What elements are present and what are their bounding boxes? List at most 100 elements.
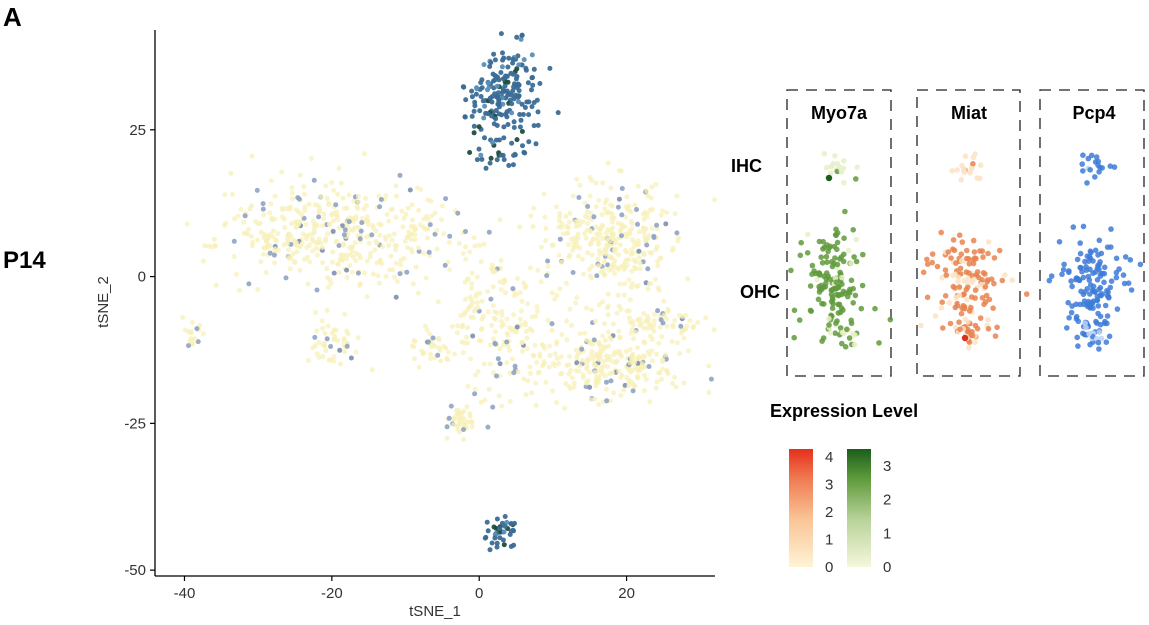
- facet-point-miat: [958, 251, 965, 257]
- tsne-point: [391, 231, 397, 237]
- tsne-point: [473, 294, 479, 299]
- tsne-point: [649, 184, 655, 190]
- facet-point-pcp4: [1095, 303, 1102, 309]
- facet-point-miat: [985, 239, 992, 245]
- tsne-point: [335, 261, 341, 267]
- tsne-point: [475, 369, 481, 374]
- tsne-point: [283, 275, 289, 281]
- tsne-point: [488, 155, 494, 161]
- tsne-point: [565, 230, 571, 236]
- tsne-point: [412, 237, 418, 243]
- tsne-point: [345, 331, 351, 337]
- tsne-point: [588, 352, 594, 358]
- tsne-point: [635, 221, 640, 227]
- tsne-point: [271, 252, 277, 258]
- facet-point-myo7a: [839, 329, 846, 336]
- tsne-point: [623, 214, 629, 220]
- tsne-point: [521, 376, 527, 382]
- tsne-point: [267, 250, 273, 256]
- tsne-point: [394, 243, 400, 249]
- tsne-point: [330, 228, 336, 234]
- facet-point-myo7a: [837, 325, 844, 331]
- facet-point-pcp4: [1074, 256, 1081, 263]
- facet-point-pcp4: [1065, 299, 1071, 306]
- tsne-point: [478, 327, 484, 332]
- tsne-point: [519, 129, 525, 134]
- colorbar-tick-label: 4: [825, 449, 833, 466]
- tsne-point: [314, 252, 320, 258]
- facet-point-miat: [932, 313, 939, 319]
- tsne-point: [325, 231, 331, 237]
- tsne-point: [494, 373, 499, 379]
- tsne-point: [512, 81, 517, 87]
- facet-point-pcp4: [1070, 224, 1077, 230]
- tsne-point: [588, 397, 594, 403]
- facet-point-myo7a: [836, 292, 842, 298]
- tsne-point: [644, 210, 650, 216]
- tsne-point: [663, 352, 668, 358]
- tsne-point: [493, 116, 499, 122]
- tsne-point: [469, 113, 475, 119]
- tsne-point: [657, 370, 663, 376]
- tsne-point: [463, 229, 468, 234]
- tsne-point: [269, 217, 275, 223]
- tsne-point: [706, 390, 712, 396]
- tsne-point: [329, 330, 335, 336]
- tsne-point: [601, 272, 607, 278]
- tsne-point: [566, 219, 572, 225]
- tsne-point: [479, 298, 485, 304]
- tsne-point: [241, 219, 246, 225]
- tsne-point: [612, 271, 618, 276]
- facet-point-miat: [956, 319, 962, 326]
- tsne-point: [386, 233, 392, 239]
- tsne-point: [538, 279, 544, 285]
- tsne-point: [589, 263, 595, 269]
- tsne-point: [626, 277, 632, 283]
- tsne-point: [355, 194, 361, 199]
- facet-point-miat: [985, 250, 991, 257]
- facet-point-pcp4: [1095, 158, 1102, 165]
- tsne-point: [504, 316, 510, 322]
- facet-point-miat: [990, 305, 996, 312]
- facet-point-pcp4: [1087, 305, 1093, 311]
- tsne-point: [567, 306, 573, 312]
- tsne-point: [632, 359, 638, 365]
- tsne-point: [570, 193, 576, 199]
- tsne-point: [602, 337, 608, 343]
- colorbar-green: [847, 449, 871, 567]
- tsne-point: [616, 328, 622, 334]
- tsne-point: [249, 203, 255, 209]
- tsne-point: [629, 237, 635, 242]
- tsne-point: [626, 208, 632, 214]
- tsne-point: [439, 203, 445, 209]
- tsne-point: [336, 166, 342, 171]
- tsne-point: [674, 193, 680, 199]
- tsne-point: [325, 275, 331, 281]
- tsne-point: [501, 529, 507, 535]
- tsne-point: [506, 163, 512, 168]
- tsne-point: [626, 315, 632, 321]
- tsne-point: [416, 364, 422, 370]
- tsne-point: [535, 122, 541, 128]
- tsne-point: [545, 258, 551, 264]
- tsne-point: [590, 236, 596, 242]
- tsne-point: [624, 194, 630, 200]
- tsne-point: [517, 316, 523, 322]
- tsne-point: [324, 266, 330, 271]
- tsne-point: [514, 276, 520, 281]
- tsne-point: [464, 404, 470, 410]
- tsne-point: [357, 282, 362, 288]
- tsne-point: [435, 299, 441, 305]
- tsne-point: [490, 71, 496, 77]
- facet-point-pcp4: [1066, 268, 1072, 274]
- facet-point-pcp4: [1078, 265, 1084, 271]
- tsne-point: [494, 94, 500, 99]
- tsne-point: [295, 195, 301, 201]
- tsne-point: [531, 66, 537, 72]
- facet-point-miat: [929, 251, 936, 257]
- tsne-point: [333, 209, 339, 215]
- tsne-point: [537, 354, 543, 359]
- tsne-point: [316, 209, 322, 215]
- facet-point-miat: [991, 280, 997, 287]
- tsne-point: [641, 372, 647, 378]
